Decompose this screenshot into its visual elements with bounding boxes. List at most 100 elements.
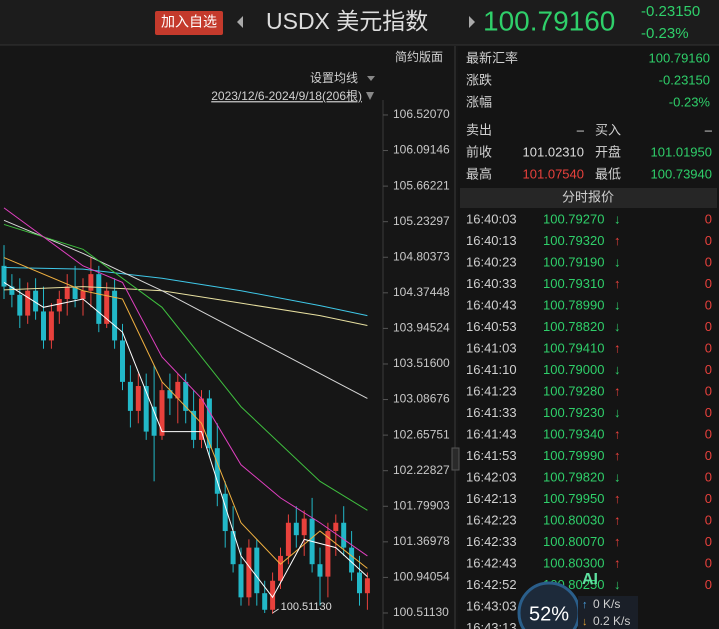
title: USDX 美元指数 bbox=[266, 8, 428, 34]
tick-volume: 0 bbox=[705, 426, 712, 441]
tick-direction: ↓ bbox=[614, 211, 621, 226]
tick-direction: ↑ bbox=[614, 512, 621, 527]
tick-volume: 0 bbox=[705, 491, 712, 506]
ma-line bbox=[3, 267, 368, 317]
add-button[interactable] bbox=[155, 11, 223, 35]
ma-setting[interactable]: 设置均线 bbox=[310, 71, 358, 85]
candle-body bbox=[41, 311, 46, 341]
pin-icon[interactable] bbox=[366, 92, 374, 100]
ma-line bbox=[3, 219, 368, 399]
tick-price: 100.80030 bbox=[543, 512, 604, 527]
change-pct: -0.23% bbox=[641, 25, 689, 42]
candle-body bbox=[349, 547, 355, 573]
candle-body bbox=[262, 593, 268, 610]
speed-box bbox=[578, 596, 638, 629]
candle-body bbox=[127, 381, 133, 411]
tick-direction: ↓ bbox=[614, 405, 621, 420]
tick-direction: ↓ bbox=[614, 254, 621, 269]
y-tick-label: 102.65751 bbox=[393, 427, 450, 441]
y-tick-label: 103.51600 bbox=[393, 356, 450, 370]
tick-time: 16:41:03 bbox=[466, 340, 517, 355]
tick-time: 16:41:43 bbox=[466, 426, 517, 441]
quote-value: -0.23150 bbox=[659, 72, 710, 87]
tick-volume: 0 bbox=[705, 297, 712, 312]
tick-time: 16:40:53 bbox=[466, 319, 517, 334]
candle-body bbox=[167, 390, 173, 399]
ma-dropdown[interactable] bbox=[367, 76, 375, 81]
y-tick-label: 103.94524 bbox=[393, 321, 450, 335]
tick-price: 100.79230 bbox=[543, 405, 604, 420]
tick-price: 100.80070 bbox=[543, 534, 604, 549]
change: -0.23150 bbox=[641, 3, 700, 20]
tick-price: 100.79340 bbox=[543, 426, 604, 441]
y-tick-label: 100.51130 bbox=[393, 605, 449, 619]
candle-body bbox=[88, 274, 94, 291]
candle-body bbox=[254, 547, 260, 594]
tick-price: 100.78820 bbox=[543, 319, 604, 334]
y-tick-label: 101.36978 bbox=[393, 534, 450, 548]
tick-volume: 0 bbox=[705, 405, 712, 420]
candle-body bbox=[301, 518, 307, 536]
tick-direction: ↓ bbox=[614, 469, 621, 484]
tick-direction: ↑ bbox=[614, 448, 621, 463]
y-tick-label: 104.37448 bbox=[393, 285, 450, 299]
book-label: 卖出 bbox=[466, 122, 492, 137]
tick-time: 16:40:13 bbox=[466, 233, 517, 248]
widget-percent: 52% bbox=[529, 603, 569, 625]
book-label: 买入 bbox=[595, 122, 621, 137]
tick-time: 16:42:23 bbox=[466, 512, 517, 527]
ma-line bbox=[3, 207, 368, 557]
tick-time: 16:42:43 bbox=[466, 555, 517, 570]
tick-direction: ↑ bbox=[614, 426, 621, 441]
widget-ai[interactable]: AI bbox=[582, 571, 598, 588]
tick-price: 100.80300 bbox=[543, 555, 604, 570]
low-pointer bbox=[272, 608, 279, 614]
tick-time: 16:41:10 bbox=[466, 362, 517, 377]
candle-body bbox=[33, 290, 39, 312]
tick-time: 16:41:23 bbox=[466, 383, 517, 398]
tick-volume: 0 bbox=[705, 211, 712, 226]
tick-price: 100.79280 bbox=[543, 383, 604, 398]
tick-time: 16:42:03 bbox=[466, 469, 517, 484]
y-tick-label: 103.08676 bbox=[393, 392, 450, 406]
add-button-label[interactable]: 加入自选 bbox=[161, 14, 217, 30]
candle-body bbox=[72, 286, 78, 300]
tick-price: 100.79000 bbox=[543, 362, 604, 377]
tick-direction: ↑ bbox=[614, 534, 621, 549]
book-value: 101.01950 bbox=[651, 144, 712, 159]
prev-arrow[interactable] bbox=[237, 16, 243, 28]
tick-time: 16:42:52 bbox=[466, 577, 517, 592]
layout-label[interactable]: 简约版面 bbox=[395, 49, 443, 64]
candle-body bbox=[159, 390, 165, 436]
y-tick-label: 104.80373 bbox=[393, 249, 450, 263]
tick-price: 100.79950 bbox=[543, 491, 604, 506]
candle-body bbox=[1, 265, 7, 287]
candle-body bbox=[112, 290, 118, 341]
tick-volume: 0 bbox=[705, 383, 712, 398]
down-arrow: ↓ bbox=[582, 616, 588, 628]
divider-handle[interactable] bbox=[451, 447, 460, 471]
next-arrow[interactable] bbox=[469, 16, 475, 28]
candle-body bbox=[285, 522, 291, 556]
candle-body bbox=[293, 522, 299, 536]
book-label: 开盘 bbox=[595, 144, 621, 159]
price: 100.79160 bbox=[483, 5, 615, 36]
y-tick-label: 106.52070 bbox=[393, 107, 450, 121]
tick-direction: ↓ bbox=[614, 319, 621, 334]
candle-body bbox=[17, 294, 23, 316]
y-tick-label: 106.09146 bbox=[393, 143, 450, 157]
tick-price: 100.79310 bbox=[543, 276, 604, 291]
candle-body bbox=[246, 547, 252, 598]
tick-price: 100.79190 bbox=[543, 254, 604, 269]
side-panel bbox=[458, 46, 719, 629]
tick-direction: ↑ bbox=[614, 233, 621, 248]
candle-body bbox=[325, 531, 331, 577]
tick-price: 100.79820 bbox=[543, 469, 604, 484]
ma-line bbox=[3, 223, 368, 511]
y-tick-label: 101.79903 bbox=[393, 498, 450, 512]
candle-body bbox=[214, 448, 220, 494]
tick-direction: ↑ bbox=[614, 383, 621, 398]
candle-body bbox=[278, 555, 283, 581]
